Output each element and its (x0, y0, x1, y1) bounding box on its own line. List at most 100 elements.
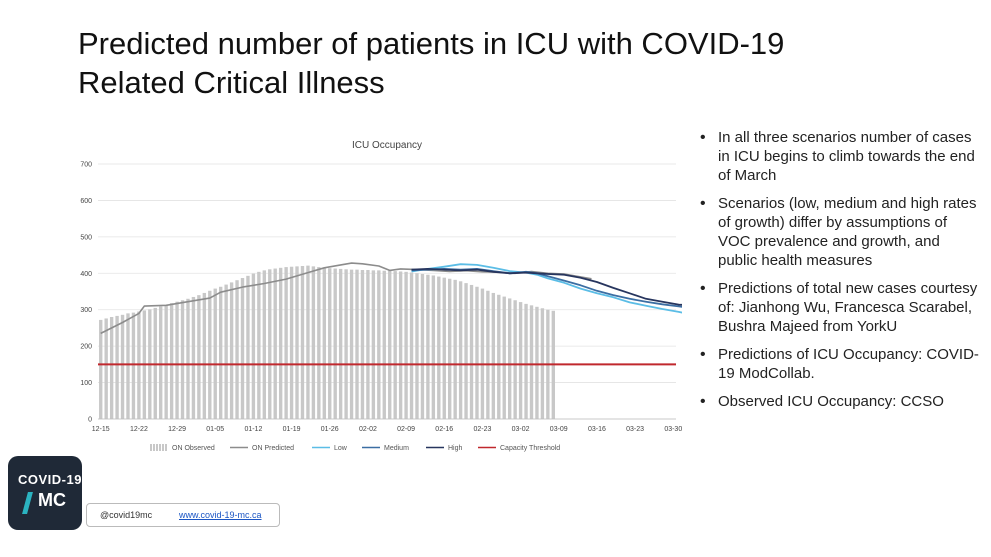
bullet-list: In all three scenarios number of cases i… (698, 128, 983, 420)
legend-label: ON Predicted (252, 445, 294, 452)
legend-label: Capacity Threshold (500, 445, 560, 452)
observed-bar (480, 288, 485, 419)
observed-bar (415, 273, 419, 419)
observed-bar (197, 295, 201, 419)
observed-bar (273, 268, 277, 419)
observed-bar (99, 319, 103, 419)
observed-bar (409, 272, 414, 419)
observed-bar (393, 271, 397, 419)
x-tick-label: 03-09 (550, 426, 568, 433)
legend-swatch-observed (150, 444, 152, 451)
observed-bar (235, 280, 239, 419)
observed-bar (284, 267, 288, 419)
logo-slash-icon (22, 492, 33, 514)
y-tick-label: 400 (80, 271, 92, 278)
observed-bar (497, 294, 501, 419)
twitter-handle: @covid19mc (100, 510, 153, 520)
observed-bar (180, 300, 185, 419)
observed-bar (164, 304, 168, 419)
legend-label: Low (334, 445, 348, 452)
observed-bar (535, 306, 539, 419)
x-tick-label: 12-29 (168, 426, 186, 433)
chart-background (72, 128, 682, 473)
website-link[interactable]: www.covid-19-mc.ca (179, 510, 262, 520)
x-tick-label: 02-02 (359, 426, 377, 433)
x-tick-label: 12-22 (130, 426, 148, 433)
observed-bar (453, 279, 457, 419)
icu-occupancy-chart: ICU Occupancy 0 100 200 300 400 500 600 700 12-15… (72, 128, 682, 473)
observed-bar (388, 270, 392, 419)
legend-swatch-observed (165, 444, 167, 451)
title-line-1: Predicted number of patients in ICU with… (78, 26, 785, 61)
observed-bar (186, 298, 190, 419)
chart-svg: ICU Occupancy 0 100 200 300 400 500 600 700 12-15… (72, 128, 682, 473)
y-tick-label: 500 (80, 234, 92, 241)
observed-bar (306, 265, 310, 419)
observed-bar (278, 267, 283, 419)
y-tick-label: 600 (80, 198, 92, 205)
observed-bar (458, 281, 463, 419)
x-tick-label: 02-16 (435, 426, 453, 433)
observed-bar (131, 312, 136, 419)
observed-bar (431, 275, 436, 419)
x-tick-label: 01-12 (244, 426, 262, 433)
y-tick-label: 700 (80, 162, 92, 169)
x-tick-label: 03-23 (626, 426, 644, 433)
bullet-item: Predictions of total new cases courtesy … (698, 279, 983, 336)
x-tick-label: 03-30 (664, 426, 682, 433)
observed-bar (257, 271, 261, 419)
chart-title: ICU Occupancy (352, 140, 422, 151)
observed-bar (513, 300, 517, 419)
observed-bar (371, 270, 376, 419)
observed-bar (360, 270, 365, 419)
observed-bar (507, 298, 512, 419)
observed-bar (426, 274, 430, 419)
observed-bar (126, 313, 130, 419)
observed-bar (300, 266, 305, 419)
observed-bar (398, 271, 403, 419)
x-tick-label: 03-02 (512, 426, 530, 433)
observed-bar (218, 286, 223, 419)
observed-bar (322, 267, 326, 419)
series-line-medium (411, 268, 682, 308)
observed-bar (317, 267, 321, 419)
x-tick-label: 12-15 (92, 426, 110, 433)
x-tick-label: 01-19 (283, 426, 301, 433)
bullet-item: In all three scenarios number of cases i… (698, 128, 983, 185)
observed-bar (420, 274, 425, 419)
observed-bar (344, 269, 348, 419)
observed-bar (349, 269, 354, 419)
observed-bar (338, 268, 343, 419)
observed-bar (120, 314, 125, 419)
x-tick-label: 01-26 (321, 426, 339, 433)
series-line-high (411, 268, 682, 306)
observed-bar (169, 303, 174, 419)
observed-bar (175, 301, 179, 419)
x-tick-label: 01-05 (206, 426, 224, 433)
logo-line-2: MC (38, 490, 66, 510)
legend-swatch-observed (156, 444, 158, 451)
observed-bar (491, 292, 496, 419)
bullet-item: Scenarios (low, medium and high rates of… (698, 194, 983, 270)
logo-line-1: COVID-19 (18, 472, 82, 487)
observed-bar (268, 269, 272, 419)
observed-bar (251, 273, 256, 419)
y-tick-label: 0 (88, 417, 92, 424)
observed-bar (469, 284, 474, 419)
observed-bar (191, 296, 196, 419)
y-tick-label: 200 (80, 344, 92, 351)
legend-swatch-observed (153, 444, 155, 451)
observed-bar (448, 278, 452, 419)
observed-bar (246, 275, 250, 419)
observed-bar (328, 268, 332, 419)
observed-bar (208, 290, 212, 419)
observed-bar (333, 268, 337, 419)
observed-bar (115, 315, 119, 419)
observed-bar (404, 271, 408, 419)
bullet-item: Observed ICU Occupancy: CCSO (698, 392, 983, 411)
observed-bar (502, 296, 506, 419)
y-tick-label: 300 (80, 307, 92, 314)
observed-bar (240, 278, 245, 419)
observed-bar (475, 286, 479, 419)
legend-label: ON Observed (172, 445, 215, 452)
